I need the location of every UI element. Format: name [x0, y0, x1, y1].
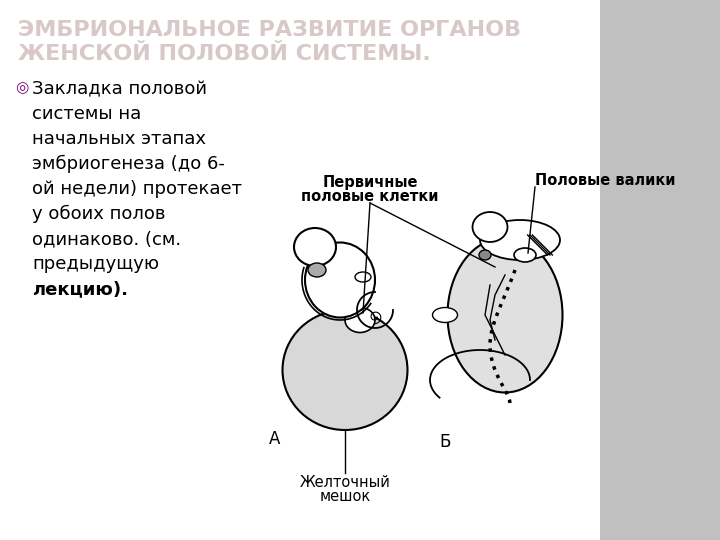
Ellipse shape: [305, 242, 375, 318]
Text: половые клетки: половые клетки: [301, 189, 438, 204]
Text: предыдущую: предыдущую: [32, 255, 159, 273]
Text: системы на: системы на: [32, 105, 141, 123]
Text: ой недели) протекает: ой недели) протекает: [32, 180, 242, 198]
Text: Закладка половой: Закладка половой: [32, 80, 207, 98]
FancyBboxPatch shape: [600, 0, 720, 540]
Ellipse shape: [282, 310, 408, 430]
Ellipse shape: [480, 220, 560, 260]
Ellipse shape: [433, 307, 457, 322]
Text: ЭМБРИОНАЛЬНОЕ РАЗВИТИЕ ОРГАНОВ: ЭМБРИОНАЛЬНОЕ РАЗВИТИЕ ОРГАНОВ: [18, 20, 521, 40]
Ellipse shape: [448, 238, 562, 393]
Text: начальных этапах: начальных этапах: [32, 130, 206, 148]
Ellipse shape: [514, 248, 536, 262]
Text: ◎: ◎: [15, 80, 28, 95]
Text: Половые валики: Половые валики: [535, 173, 675, 188]
Ellipse shape: [472, 212, 508, 242]
Text: Первичные: Первичные: [323, 175, 418, 190]
Text: Желточный: Желточный: [300, 475, 390, 490]
Text: одинаково. (см.: одинаково. (см.: [32, 230, 181, 248]
Ellipse shape: [355, 272, 371, 282]
Text: А: А: [269, 430, 281, 448]
Text: у обоих полов: у обоих полов: [32, 205, 166, 223]
Ellipse shape: [479, 250, 491, 260]
Text: лекцию).: лекцию).: [32, 280, 128, 298]
Ellipse shape: [308, 263, 326, 277]
Ellipse shape: [345, 307, 375, 333]
Text: ЖЕНСКОЙ ПОЛОВОЙ СИСТЕМЫ.: ЖЕНСКОЙ ПОЛОВОЙ СИСТЕМЫ.: [18, 44, 431, 64]
Text: Б: Б: [439, 433, 451, 451]
Ellipse shape: [294, 228, 336, 266]
Text: мешок: мешок: [320, 489, 371, 504]
Text: эмбриогенеза (до 6-: эмбриогенеза (до 6-: [32, 155, 225, 173]
FancyBboxPatch shape: [0, 0, 600, 540]
